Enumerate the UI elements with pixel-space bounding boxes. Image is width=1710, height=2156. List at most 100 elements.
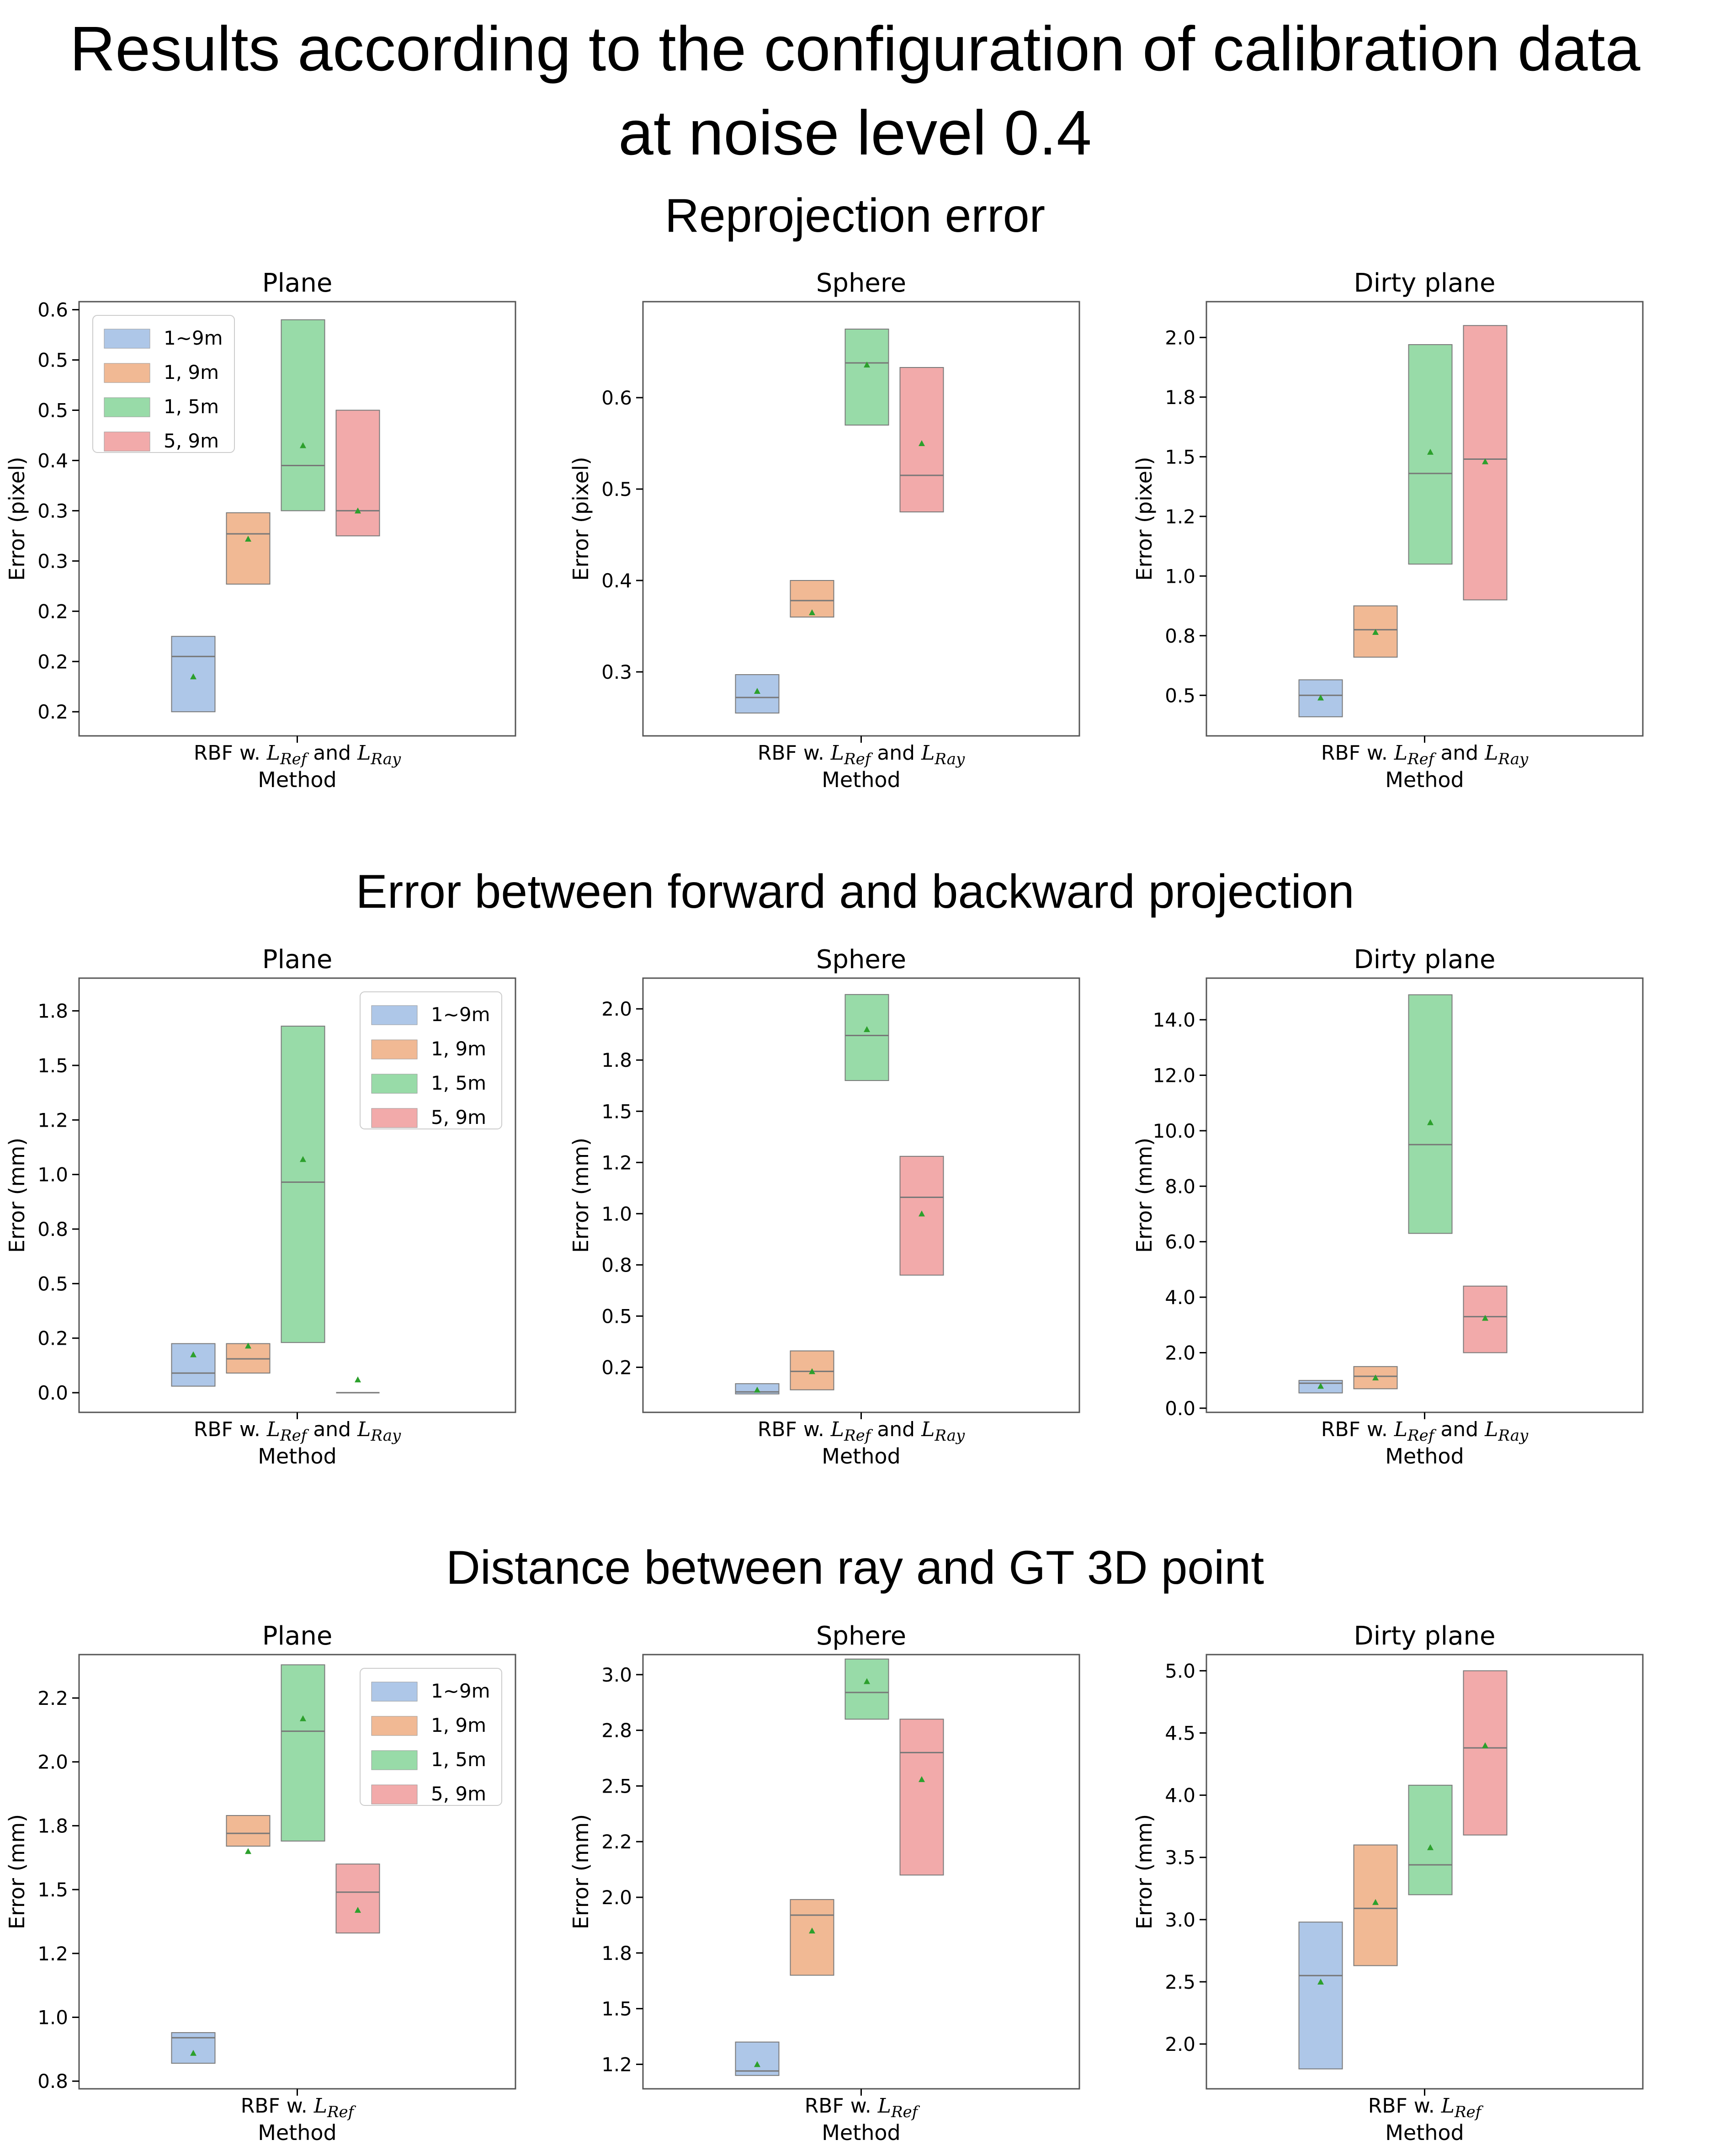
legend-swatch-5-9m <box>104 431 150 452</box>
legend-frame <box>92 315 235 453</box>
chart-5: Sphere 0.2 0.5 0.8 1.0 1.2 1.5 1.8 2.0 Error (mm)… <box>568 945 1080 1469</box>
y-tick-label: 1.2 <box>1165 506 1195 528</box>
chart-title: Plane <box>262 945 333 974</box>
legend-label-1-9m: 1~9m <box>431 1003 490 1026</box>
x-tick-label-part: Ray <box>934 750 965 768</box>
x-tick-label-part: Ref <box>1407 1427 1437 1445</box>
mean-marker-1-9m <box>1317 1383 1324 1389</box>
y-tick-label: 1.5 <box>601 1998 632 2020</box>
y-tick-label: 1.8 <box>37 1815 68 1837</box>
x-tick-label-part: Ref <box>891 2103 920 2121</box>
mean-marker-5-9m <box>1482 1315 1488 1321</box>
mean-marker-5-9m <box>919 1210 925 1217</box>
mean-marker-1-9m <box>190 1351 196 1357</box>
chart-title: Plane <box>262 1621 333 1651</box>
x-tick-label-part: RBF w. <box>758 741 831 765</box>
x-tick-label-part: RBF w. <box>805 2094 878 2118</box>
y-tick-label: 0.5 <box>601 1305 632 1327</box>
mean-marker-1-9m <box>190 2050 196 2056</box>
legend-label-1-9m: 1~9m <box>164 327 223 349</box>
mean-marker-1-5m <box>300 1156 306 1162</box>
y-tick-label: 0.2 <box>37 600 68 623</box>
x-tick-label-part: RBF w. <box>241 2094 314 2118</box>
legend-label-5-9m: 5, 9m <box>431 1106 486 1129</box>
x-tick-label: RBF w. LRef and LRay <box>194 741 401 768</box>
box-1-9m <box>1298 1922 1343 2070</box>
x-tick-label-part: L <box>357 1418 371 1441</box>
box-1-5m <box>844 329 889 426</box>
y-tick-label: 1.2 <box>601 2053 632 2076</box>
mean-marker-1-9m <box>245 535 251 542</box>
box-1-9m <box>171 636 216 713</box>
y-tick-label: 0.8 <box>601 1254 632 1276</box>
box-1-5m <box>1408 994 1453 1234</box>
chart-title: Sphere <box>816 268 906 298</box>
y-axis-label: Error (mm) <box>568 1138 593 1253</box>
section-title-reprojection: Reprojection error <box>664 189 1046 242</box>
mean-marker-5-9m <box>355 1906 361 1913</box>
x-tick-label-part: Ray <box>1498 1427 1529 1445</box>
chart-3: Dirty plane 0.5 0.8 1.0 1.2 1.5 1.8 2.0 Error (p… <box>1132 268 1644 792</box>
legend-swatch-1-5m <box>371 1750 418 1770</box>
x-tick-label: RBF w. LRef and LRay <box>758 1418 965 1445</box>
y-tick-label: 1.0 <box>601 1203 632 1225</box>
legend-swatch-1-9m <box>371 1682 418 1702</box>
mean-marker-5-9m <box>1482 1742 1488 1748</box>
y-tick-label: 8.0 <box>1165 1175 1195 1198</box>
legend-swatch-1-5m <box>371 1074 418 1094</box>
x-tick-label-part: RBF w. <box>194 741 267 765</box>
mean-marker-5-9m <box>1482 458 1488 464</box>
box-5-9m <box>899 367 944 512</box>
x-tick-label-part: RBF w. <box>1321 741 1394 765</box>
y-tick-label: 1.5 <box>37 1879 68 1901</box>
y-tick-label: 2.8 <box>601 1719 632 1742</box>
x-tick-label-part: and <box>871 1418 921 1441</box>
legend-label-1-9m: 1, 9m <box>431 1714 486 1736</box>
y-tick-label: 0.5 <box>37 399 68 422</box>
y-tick-label: 1.5 <box>1165 446 1195 468</box>
chart-9: Dirty plane 2.0 2.5 3.0 3.5 4.0 4.5 5.0 Error (m… <box>1132 1621 1644 2145</box>
mean-marker-1-9m <box>1372 628 1379 635</box>
x-tick-label-part: and <box>1434 1418 1485 1441</box>
y-tick-label: 1.8 <box>37 1000 68 1022</box>
x-tick-label-part: L <box>830 741 844 765</box>
x-tick-label: RBF w. LRef and LRay <box>758 741 965 768</box>
y-tick-label: 1.8 <box>601 1049 632 1071</box>
mean-marker-1-9m <box>809 609 815 615</box>
y-tick-label: 2.0 <box>1165 1342 1195 1364</box>
x-tick-label-part: Ref <box>280 1427 309 1445</box>
legend: 1~9m 1, 9m 1, 5m 5, 9m <box>92 315 235 453</box>
x-tick-label-part: L <box>921 741 935 765</box>
x-tick-label-part: L <box>1394 741 1407 765</box>
mean-marker-1-5m <box>864 1026 870 1033</box>
legend-frame <box>360 1668 502 1806</box>
y-tick-label: 0.2 <box>601 1356 632 1379</box>
mean-marker-1-9m <box>245 1342 251 1349</box>
x-tick-label-part: Ref <box>844 750 873 768</box>
legend-swatch-1-9m <box>104 363 150 383</box>
box-5-9m <box>335 410 380 537</box>
x-axis-label: Method <box>822 767 901 792</box>
x-axis-label: Method <box>822 2120 901 2145</box>
y-tick-label: 0.3 <box>37 500 68 522</box>
x-tick-label-part: L <box>830 1418 844 1441</box>
y-axis-label: Error (mm) <box>5 1138 29 1253</box>
mean-marker-1-5m <box>300 442 306 448</box>
axes-frame <box>642 1654 1080 2090</box>
x-tick-label-part: Ref <box>1454 2103 1484 2121</box>
y-tick-label: 0.5 <box>37 349 68 372</box>
mean-marker-5-9m <box>919 440 925 446</box>
y-tick-label: 3.5 <box>1165 1847 1195 1869</box>
mean-marker-5-9m <box>355 507 361 514</box>
x-tick-label-part: L <box>357 741 371 765</box>
y-tick-label: 0.8 <box>37 1218 68 1240</box>
legend-frame <box>360 991 502 1129</box>
x-tick-label-part: L <box>877 2094 891 2118</box>
y-tick-label: 1.8 <box>1165 386 1195 409</box>
x-tick-label: RBF w. LRef <box>1368 2094 1484 2121</box>
legend-label-1-9m: 1~9m <box>431 1680 490 1702</box>
box-1-9m <box>735 2041 780 2076</box>
y-tick-label: 1.5 <box>601 1100 632 1123</box>
figure-title-line-2: at noise level 0.4 <box>618 98 1092 168</box>
